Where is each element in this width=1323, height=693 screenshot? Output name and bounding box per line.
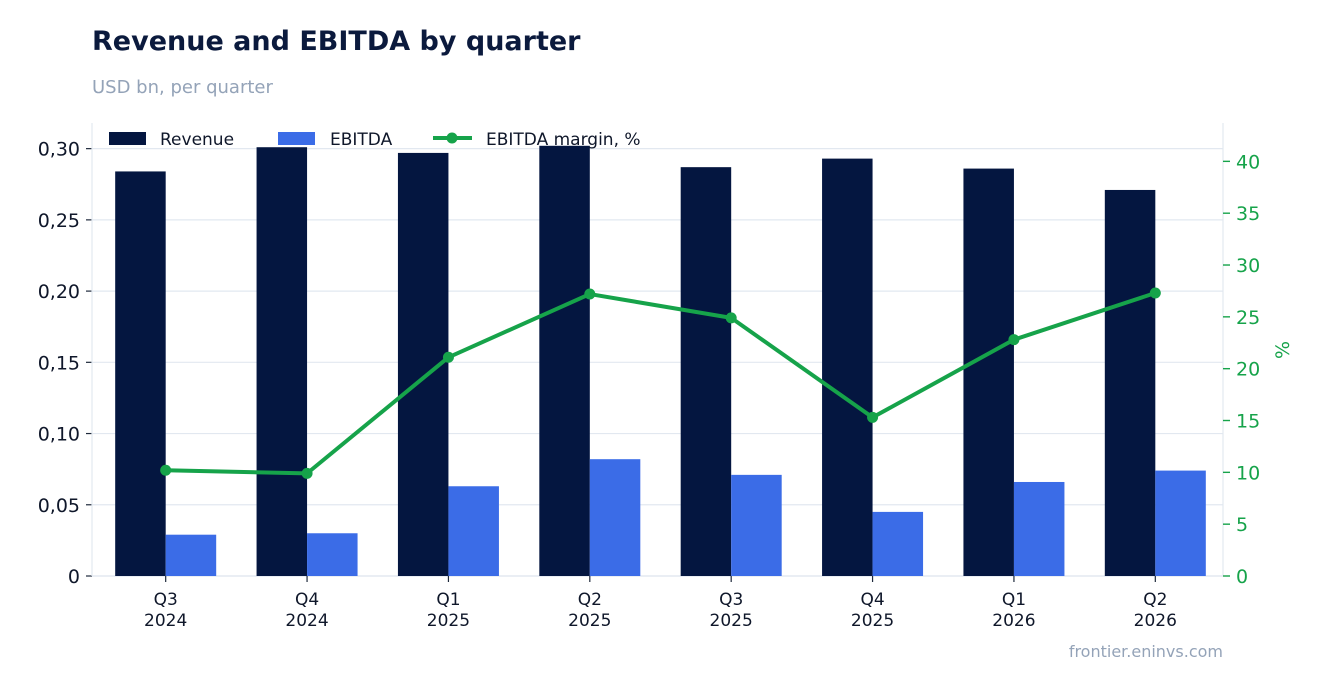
chart-title: Revenue and EBITDA by quarter — [92, 26, 581, 57]
y-left-tick-label: 0,10 — [38, 424, 80, 446]
revenue-bar — [539, 145, 590, 576]
ebitda-bar — [165, 534, 217, 576]
y-right-tick-label: 5 — [1236, 514, 1248, 536]
ebitda-margin-line — [163, 291, 1158, 476]
x-tick-label-quarter: Q4 — [860, 590, 884, 610]
x-tick-label-year: 2025 — [710, 611, 753, 631]
legend-swatch-margin-marker — [446, 132, 458, 144]
y-right-tick-label: 10 — [1236, 462, 1260, 484]
revenue-bar — [256, 147, 308, 576]
ebitda-bar — [589, 459, 641, 576]
ebitda-margin-point — [442, 351, 454, 363]
ebitda-margin-point — [867, 411, 879, 423]
x-tick-label-year: 2026 — [992, 611, 1035, 631]
x-tick-label-year: 2024 — [285, 611, 328, 631]
revenue-bar — [680, 167, 732, 576]
x-tick-label-year: 2025 — [568, 611, 611, 631]
revenue-bar — [963, 168, 1014, 576]
y-left-tick-label: 0 — [68, 566, 80, 588]
ebitda-bar — [448, 486, 499, 576]
y-right-axis-label: % — [1272, 341, 1294, 359]
x-tick-label-year: 2025 — [851, 611, 894, 631]
ebitda-bar — [731, 474, 782, 576]
x-tick-label-quarter: Q3 — [154, 590, 178, 610]
ebitda-bar — [872, 511, 924, 576]
chart-subtitle: USD bn, per quarter — [92, 77, 273, 98]
x-tick-label-quarter: Q1 — [436, 590, 460, 610]
y-right-tick-label: 40 — [1236, 151, 1260, 173]
y-right-tick-label: 25 — [1236, 307, 1260, 329]
ebitda-margin-point — [725, 312, 737, 324]
x-tick-label-year: 2024 — [144, 611, 187, 631]
ebitda-bar — [307, 533, 358, 576]
y-left-tick-label: 0,30 — [38, 139, 80, 161]
y-right-tick-label: 0 — [1236, 566, 1248, 588]
ebitda-margin-point — [1149, 287, 1161, 299]
source-label: frontier.eninvs.com — [1068, 642, 1223, 661]
x-tick-label-quarter: Q2 — [1143, 590, 1167, 610]
legend-label-ebitda: EBITDA — [330, 130, 393, 150]
x-tick-label-quarter: Q3 — [719, 590, 743, 610]
y-left-tick-label: 0,15 — [38, 352, 80, 374]
revenue-bar — [1104, 189, 1156, 577]
legend-swatch-revenue — [109, 132, 146, 145]
ebitda-bar — [1155, 470, 1206, 576]
y-left-tick-label: 0,25 — [38, 210, 80, 232]
y-right-tick-label: 20 — [1236, 359, 1260, 381]
y-right-tick-label: 35 — [1236, 203, 1260, 225]
ebitda-bar — [1013, 481, 1065, 576]
y-left-tick-label: 0,05 — [38, 495, 80, 517]
y-right-tick-label: 30 — [1236, 255, 1260, 277]
x-tick-label-quarter: Q1 — [1002, 590, 1026, 610]
ebitda-margin-point — [584, 288, 596, 300]
y-right-tick-label: 15 — [1236, 411, 1260, 433]
x-tick-label-year: 2026 — [1134, 611, 1177, 631]
revenue-bar — [822, 158, 873, 576]
legend-swatch-ebitda — [278, 132, 315, 145]
legend-label-margin: EBITDA margin, % — [486, 130, 641, 150]
revenue-bar — [115, 171, 166, 576]
ebitda-margin-point — [301, 467, 313, 479]
x-tick-label-quarter: Q2 — [578, 590, 602, 610]
legend-label-revenue: Revenue — [160, 130, 234, 150]
x-tick-label-quarter: Q4 — [295, 590, 319, 610]
ebitda-margin-point — [1008, 334, 1020, 346]
y-left-tick-label: 0,20 — [38, 281, 80, 303]
ebitda-margin-point — [160, 464, 172, 476]
x-tick-label-year: 2025 — [427, 611, 470, 631]
